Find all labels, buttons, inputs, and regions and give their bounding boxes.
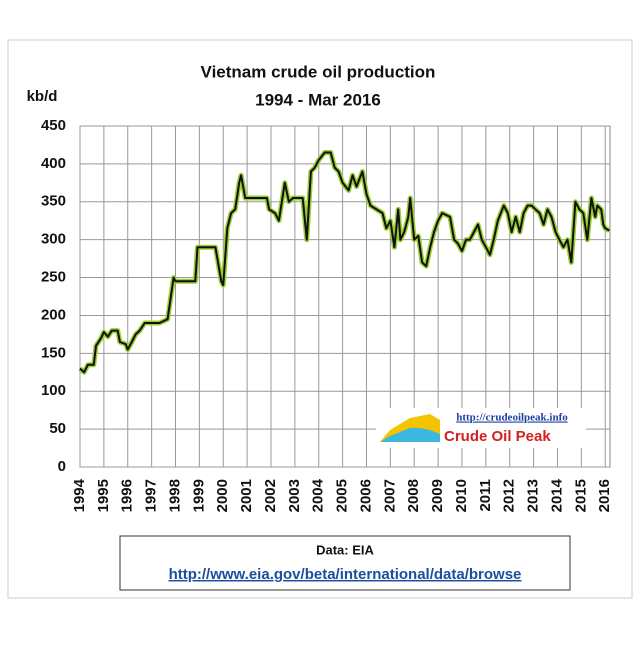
- x-tick-label: 2012: [501, 479, 518, 512]
- x-tick-label: 2000: [214, 479, 231, 512]
- x-tick-label: 2005: [334, 479, 351, 512]
- source: Data: EIA: [316, 542, 374, 557]
- x-tick-label: 2003: [286, 479, 303, 512]
- y-tick-label: 400: [41, 155, 66, 172]
- x-tick-label: 2011: [477, 479, 494, 512]
- y-tick-label: 450: [41, 117, 66, 134]
- x-tick-label: 2009: [429, 479, 446, 512]
- logo: http://crudeoilpeak.info Crude Oil Peak: [376, 408, 586, 448]
- x-tick-label: 1997: [143, 479, 160, 512]
- x-tick-label: 1998: [166, 479, 183, 512]
- x-tick-label: 1994: [71, 478, 88, 512]
- x-tick-label: 1995: [95, 479, 112, 512]
- y-tick-label: 200: [41, 306, 66, 323]
- x-tick-label: 2015: [572, 479, 589, 512]
- y-tick-label: 150: [41, 344, 66, 361]
- chart-subtitle: 1994 - Mar 2016: [255, 90, 381, 109]
- x-tick-label: 2001: [238, 479, 255, 512]
- x-tick-label: 2010: [453, 479, 470, 512]
- logo-name: Crude Oil Peak: [444, 428, 551, 445]
- x-tick-label: 1999: [190, 479, 207, 512]
- chart-title: Vietnam crude oil production: [201, 62, 436, 81]
- frame: [7, 39, 633, 599]
- x-tick-label: 2016: [596, 479, 613, 512]
- y-tick-label: 350: [41, 193, 66, 210]
- x-tick-label: 1996: [119, 479, 136, 512]
- source-link[interactable]: http://www.eia.gov/beta/international/da…: [169, 566, 522, 583]
- logo-url: http://crudeoilpeak.info: [456, 412, 568, 424]
- logo-icon: [380, 428, 440, 442]
- y-tick-label: 300: [41, 231, 66, 248]
- line: [79, 151, 610, 374]
- y-tick-label: 250: [41, 269, 66, 286]
- x-tick-label: 2002: [262, 479, 279, 512]
- y-tick-label: 50: [49, 420, 66, 437]
- y-tick-label: 0: [58, 458, 66, 475]
- x-tick-label: 2007: [381, 479, 398, 512]
- x-tick-label: 2008: [405, 479, 422, 512]
- source-box: [119, 535, 571, 591]
- x-tick-label: 2004: [310, 478, 327, 512]
- x-tick-label: 2006: [357, 479, 374, 512]
- x-tick-label: 2013: [525, 479, 542, 512]
- y-tick-label: 100: [41, 382, 66, 399]
- y-axis-label: kb/d: [27, 88, 58, 105]
- x-tick-label: 2014: [548, 478, 565, 512]
- plot: 0 50 100 150 200 250 300 350 400 450 1994 1995 1996 1…: [41, 117, 613, 512]
